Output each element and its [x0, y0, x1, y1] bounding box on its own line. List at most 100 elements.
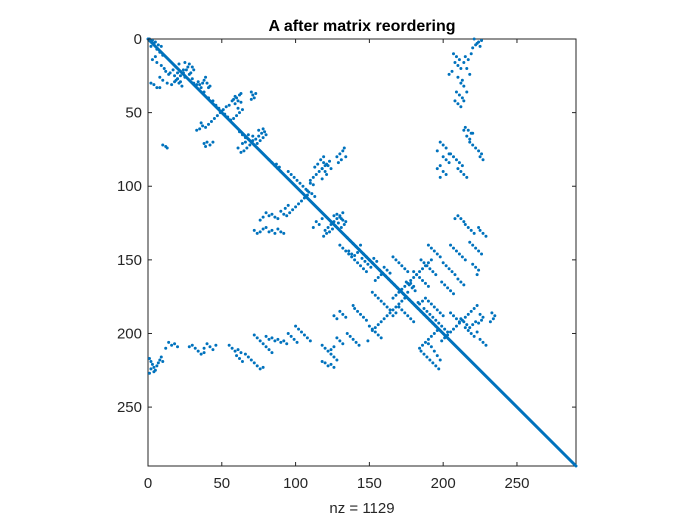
nonzero-point [475, 273, 479, 277]
nonzero-point [354, 340, 358, 344]
nonzero-point [205, 81, 209, 85]
nonzero-point [404, 280, 408, 284]
nonzero-point [375, 259, 379, 263]
nonzero-point [211, 140, 215, 144]
nonzero-point [196, 349, 200, 353]
nonzero-point [301, 184, 305, 188]
nonzero-point [410, 286, 414, 290]
nonzero-point [348, 334, 352, 338]
nonzero-point [341, 211, 345, 215]
nonzero-point [462, 61, 466, 65]
nonzero-point [434, 318, 438, 322]
nonzero-point [361, 315, 365, 319]
nonzero-point [243, 352, 247, 356]
nonzero-point [233, 349, 237, 353]
nonzero-point [285, 214, 289, 218]
nonzero-point [388, 311, 392, 315]
nonzero-point [429, 302, 433, 306]
nonzero-point [302, 333, 306, 337]
nonzero-point [444, 264, 448, 268]
nonzero-point [308, 339, 312, 343]
nonzero-point [215, 114, 219, 118]
nonzero-point [472, 334, 476, 338]
nonzero-point [382, 302, 386, 306]
nonzero-point [249, 358, 253, 362]
nonzero-point [431, 361, 435, 365]
nonzero-point [199, 121, 203, 125]
nonzero-point [155, 61, 159, 65]
nonzero-point [201, 124, 205, 128]
nonzero-point [150, 58, 154, 62]
nonzero-point [406, 270, 410, 274]
nonzero-point [248, 143, 252, 147]
x-axis-label: nz = 1129 [329, 500, 394, 517]
nonzero-point [426, 342, 430, 346]
nonzero-point [158, 86, 162, 90]
nonzero-point [323, 170, 327, 174]
nonzero-point [493, 314, 497, 318]
nonzero-point [326, 364, 330, 368]
nonzero-point [320, 343, 324, 347]
nonzero-point [447, 267, 451, 271]
nonzero-point [341, 312, 345, 316]
x-tick-layer: 0 50 100 150 200 250 [144, 39, 529, 492]
nonzero-point [233, 94, 237, 98]
nonzero-point [421, 299, 425, 303]
nonzero-point [406, 290, 410, 294]
nonzero-point [351, 337, 355, 341]
nonzero-point [456, 167, 460, 171]
nonzero-point [367, 324, 371, 328]
nonzero-point [426, 243, 430, 247]
nonzero-point [186, 65, 190, 69]
nonzero-point [419, 349, 423, 353]
nonzero-point [314, 220, 318, 224]
nonzero-point [158, 358, 162, 362]
nonzero-point [164, 69, 168, 73]
nonzero-point [258, 218, 262, 222]
nonzero-point [282, 339, 286, 343]
nonzero-point [475, 304, 479, 308]
nonzero-point [454, 90, 458, 94]
nonzero-point [341, 342, 345, 346]
nonzero-point [453, 273, 457, 277]
nonzero-point [468, 137, 472, 141]
nonzero-point [446, 286, 450, 290]
nonzero-point [198, 83, 202, 87]
nonzero-point [342, 146, 346, 150]
nonzero-point [382, 265, 386, 269]
nonzero-point [152, 83, 156, 87]
nonzero-point [159, 64, 163, 67]
nonzero-point [480, 38, 484, 42]
nonzero-point [421, 278, 425, 282]
nonzero-point [258, 339, 262, 343]
nonzero-point [452, 155, 455, 159]
nonzero-point [184, 68, 188, 72]
nonzero-point [428, 267, 432, 271]
nonzero-point [459, 317, 463, 321]
nonzero-point [432, 305, 436, 309]
nonzero-point [305, 189, 309, 193]
nonzero-point [449, 243, 453, 247]
nonzero-point [359, 264, 363, 268]
nonzero-point [418, 270, 422, 274]
nonzero-point [403, 311, 407, 315]
nonzero-point [245, 146, 249, 150]
nonzero-point [472, 231, 476, 235]
nonzero-point [480, 318, 484, 322]
nonzero-point [385, 305, 389, 309]
nonzero-point [429, 258, 433, 262]
nonzero-point [409, 317, 413, 321]
nonzero-point [391, 314, 395, 318]
nonzero-point [449, 330, 453, 334]
nonzero-point [481, 231, 485, 235]
nonzero-point [246, 355, 250, 359]
nonzero-point [330, 227, 334, 231]
y-tick-label: 150 [117, 252, 142, 269]
nonzero-point [421, 267, 425, 271]
nonzero-point [326, 225, 330, 229]
nonzero-point [363, 259, 367, 263]
nonzero-point [187, 62, 191, 66]
nonzero-point [227, 103, 231, 107]
nonzero-point [258, 367, 262, 371]
nonzero-point [400, 299, 404, 303]
